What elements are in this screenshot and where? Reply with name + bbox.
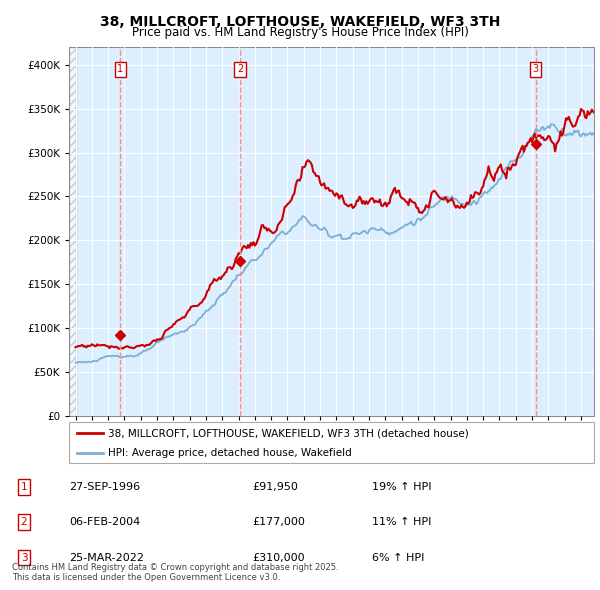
Text: 2: 2 — [237, 64, 243, 74]
Text: 27-SEP-1996: 27-SEP-1996 — [69, 482, 140, 491]
Bar — [69, 47, 76, 416]
Text: 06-FEB-2004: 06-FEB-2004 — [69, 517, 140, 527]
Text: Price paid vs. HM Land Registry's House Price Index (HPI): Price paid vs. HM Land Registry's House … — [131, 26, 469, 39]
Text: 1: 1 — [117, 64, 123, 74]
Text: 38, MILLCROFT, LOFTHOUSE, WAKEFIELD, WF3 3TH: 38, MILLCROFT, LOFTHOUSE, WAKEFIELD, WF3… — [100, 15, 500, 29]
Text: 3: 3 — [533, 64, 539, 74]
Text: 11% ↑ HPI: 11% ↑ HPI — [372, 517, 431, 527]
Text: 2: 2 — [20, 517, 28, 527]
Text: £177,000: £177,000 — [252, 517, 305, 527]
Text: Contains HM Land Registry data © Crown copyright and database right 2025.
This d: Contains HM Land Registry data © Crown c… — [12, 563, 338, 582]
Text: £310,000: £310,000 — [252, 553, 305, 562]
Text: 3: 3 — [20, 553, 28, 562]
Text: 19% ↑ HPI: 19% ↑ HPI — [372, 482, 431, 491]
Text: 6% ↑ HPI: 6% ↑ HPI — [372, 553, 424, 562]
Text: £91,950: £91,950 — [252, 482, 298, 491]
Text: HPI: Average price, detached house, Wakefield: HPI: Average price, detached house, Wake… — [109, 448, 352, 458]
Text: 1: 1 — [20, 482, 28, 491]
Text: 38, MILLCROFT, LOFTHOUSE, WAKEFIELD, WF3 3TH (detached house): 38, MILLCROFT, LOFTHOUSE, WAKEFIELD, WF3… — [109, 428, 469, 438]
Text: 25-MAR-2022: 25-MAR-2022 — [69, 553, 144, 562]
FancyBboxPatch shape — [69, 422, 594, 463]
